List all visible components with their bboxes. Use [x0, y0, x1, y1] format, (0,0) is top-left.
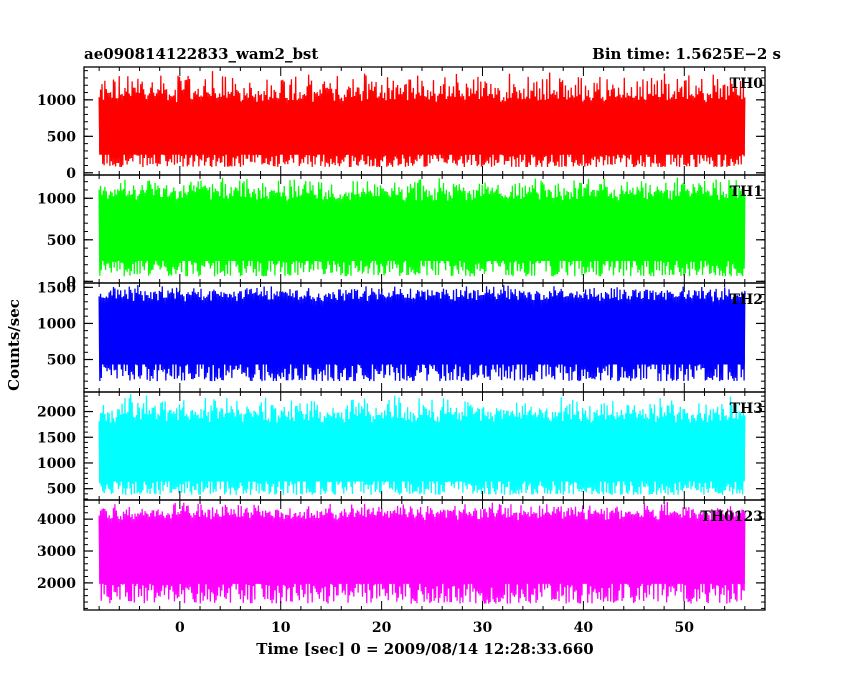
- panel-th0: 0 500 1000 TH0: [37, 66, 766, 182]
- panel-label: TH2: [730, 292, 763, 308]
- series-trace-th3: [98, 394, 746, 495]
- y-tick-label: 3000: [37, 544, 76, 560]
- panel-label: TH3: [730, 401, 763, 417]
- series-trace-th0: [98, 71, 746, 167]
- panel-label: TH0: [730, 76, 764, 92]
- y-axis-label: Counts/sec: [5, 299, 23, 391]
- y-tick-label: 500: [47, 129, 76, 145]
- x-axis-label: Time [sec] 0 = 2009/08/14 12:28:33.660: [256, 640, 593, 658]
- panel-th0123: 2000 3000 4000 TH0123: [37, 499, 766, 611]
- x-tick-label: 50: [675, 620, 695, 636]
- series-core-th1: [99, 213, 745, 261]
- panel-label: TH1: [730, 184, 763, 200]
- y-tick-label: 2000: [37, 405, 76, 421]
- panel-th2: 500 1000 1500 TH2: [37, 280, 766, 393]
- series-trace-th0123: [98, 501, 746, 604]
- panel-frame: [83, 499, 766, 611]
- figure-title-left: ae090814122833_wam2_bst: [84, 45, 318, 63]
- y-tick-label: 4000: [37, 512, 76, 528]
- y-tick-label: 2000: [37, 576, 76, 592]
- series-core-th0123: [99, 530, 745, 584]
- y-tick-label: 1000: [37, 191, 76, 207]
- y-tick-label: 1500: [37, 430, 76, 446]
- y-tick-label: 1000: [37, 316, 76, 332]
- panel-th1: 0 500 1000 TH1: [37, 174, 766, 290]
- series-core-th2: [99, 314, 745, 365]
- y-tick-label: 1000: [37, 93, 76, 109]
- y-tick-label: 1500: [37, 280, 76, 296]
- y-tick-label: 1000: [37, 456, 76, 472]
- y-tick-label: 0: [66, 274, 76, 290]
- y-tick-label: 500: [47, 482, 76, 498]
- series-trace-th1: [98, 177, 746, 277]
- series-trace-th2: [98, 285, 746, 382]
- y-tick-label: 500: [47, 233, 76, 249]
- x-tick-label: 30: [473, 620, 493, 636]
- x-tick-label: 40: [574, 620, 594, 636]
- figure-title-right: Bin time: 1.5625E−2 s: [592, 45, 781, 63]
- series-core-th0: [99, 114, 745, 155]
- series-core-th3: [99, 436, 745, 482]
- panel-label: TH0123: [700, 509, 763, 525]
- x-tick-label: 20: [372, 620, 392, 636]
- x-tick-label: 0: [175, 620, 185, 636]
- x-tick-label: 10: [271, 620, 291, 636]
- y-tick-label: 500: [47, 353, 76, 369]
- y-tick-label: 0: [66, 166, 76, 182]
- panel-th3: 500 1000 1500 2000 TH3: [37, 391, 766, 501]
